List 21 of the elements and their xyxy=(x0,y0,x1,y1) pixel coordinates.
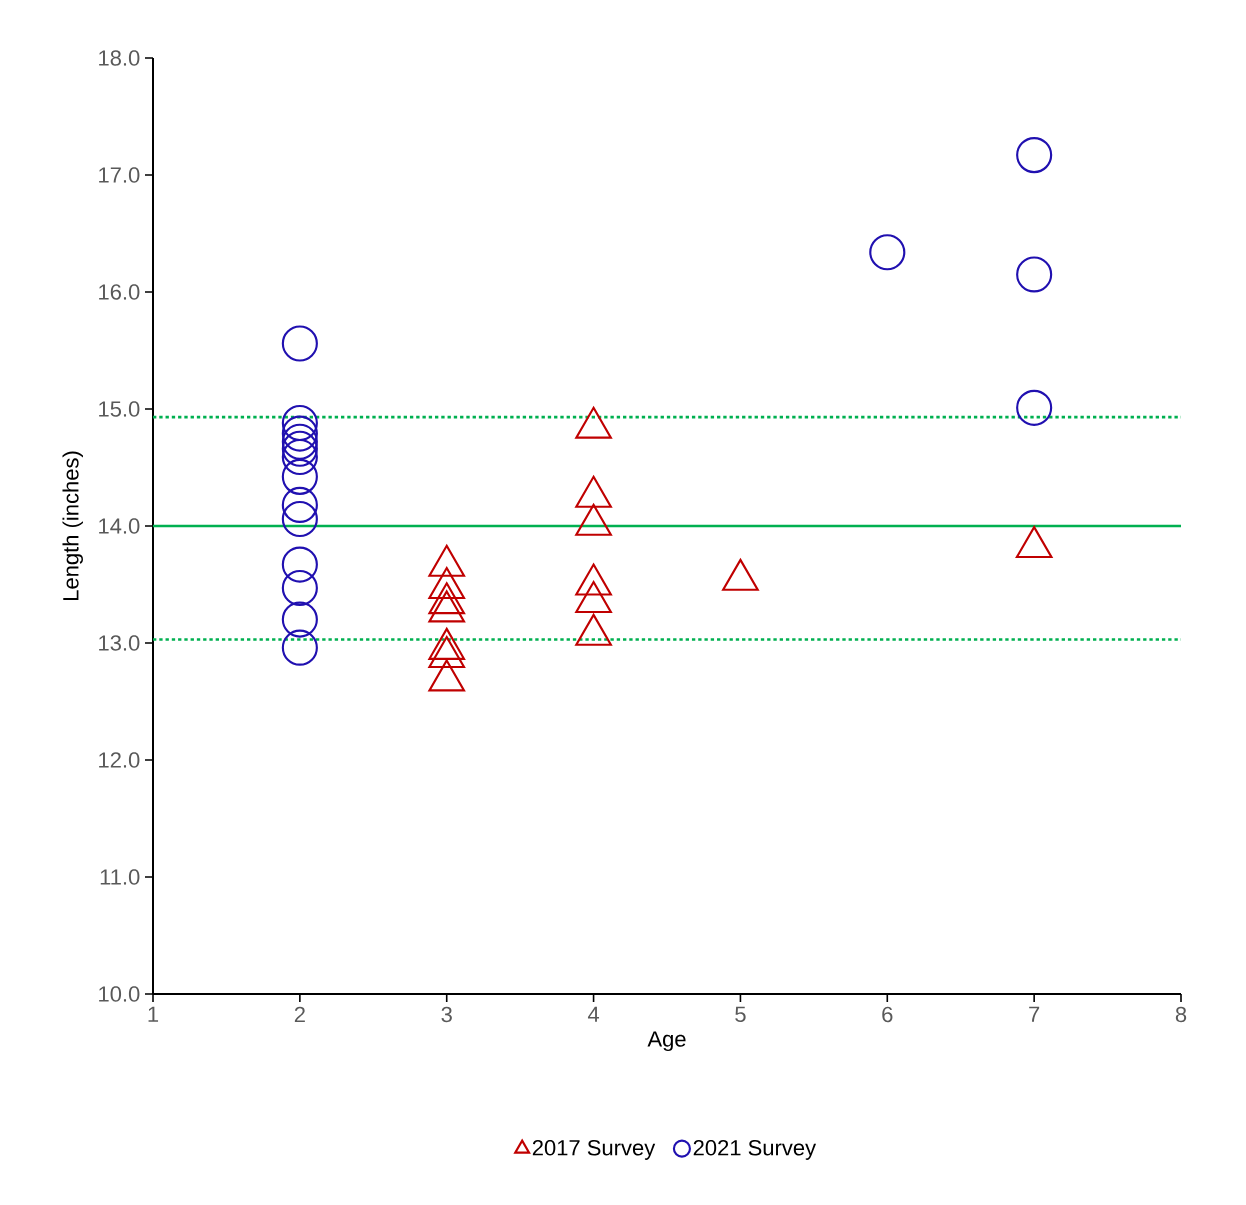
x-axis-title: Age xyxy=(647,1031,686,1052)
legend-label: 2017 Survey xyxy=(532,1139,656,1160)
x-tick-label: 1 xyxy=(148,1006,159,1022)
x-tick-label: 2 xyxy=(294,1006,305,1023)
legend-label: 2021 Survey xyxy=(693,1139,817,1160)
y-tick-label: 18.0 xyxy=(99,50,140,66)
y-axis-title: Length (inches) xyxy=(62,451,83,601)
y-tick-label: 15.0 xyxy=(99,401,140,417)
y-tick-label: 11.0 xyxy=(100,869,140,885)
x-tick-label: 5 xyxy=(735,1006,746,1023)
x-tick-label: 7 xyxy=(1029,1006,1040,1022)
x-tick-label: 8 xyxy=(1175,1006,1187,1023)
x-tick-label: 4 xyxy=(587,1006,600,1022)
x-tick-label: 3 xyxy=(441,1006,452,1023)
x-tick-label: 6 xyxy=(882,1006,893,1023)
y-tick-label: 16.0 xyxy=(99,284,140,300)
y-tick-label: 10.0 xyxy=(99,986,140,1002)
y-tick-label: 14.0 xyxy=(99,518,140,534)
y-tick-label: 12.0 xyxy=(99,752,140,768)
y-tick-label: 13.0 xyxy=(99,635,140,651)
y-tick-label: 17.0 xyxy=(99,167,140,183)
